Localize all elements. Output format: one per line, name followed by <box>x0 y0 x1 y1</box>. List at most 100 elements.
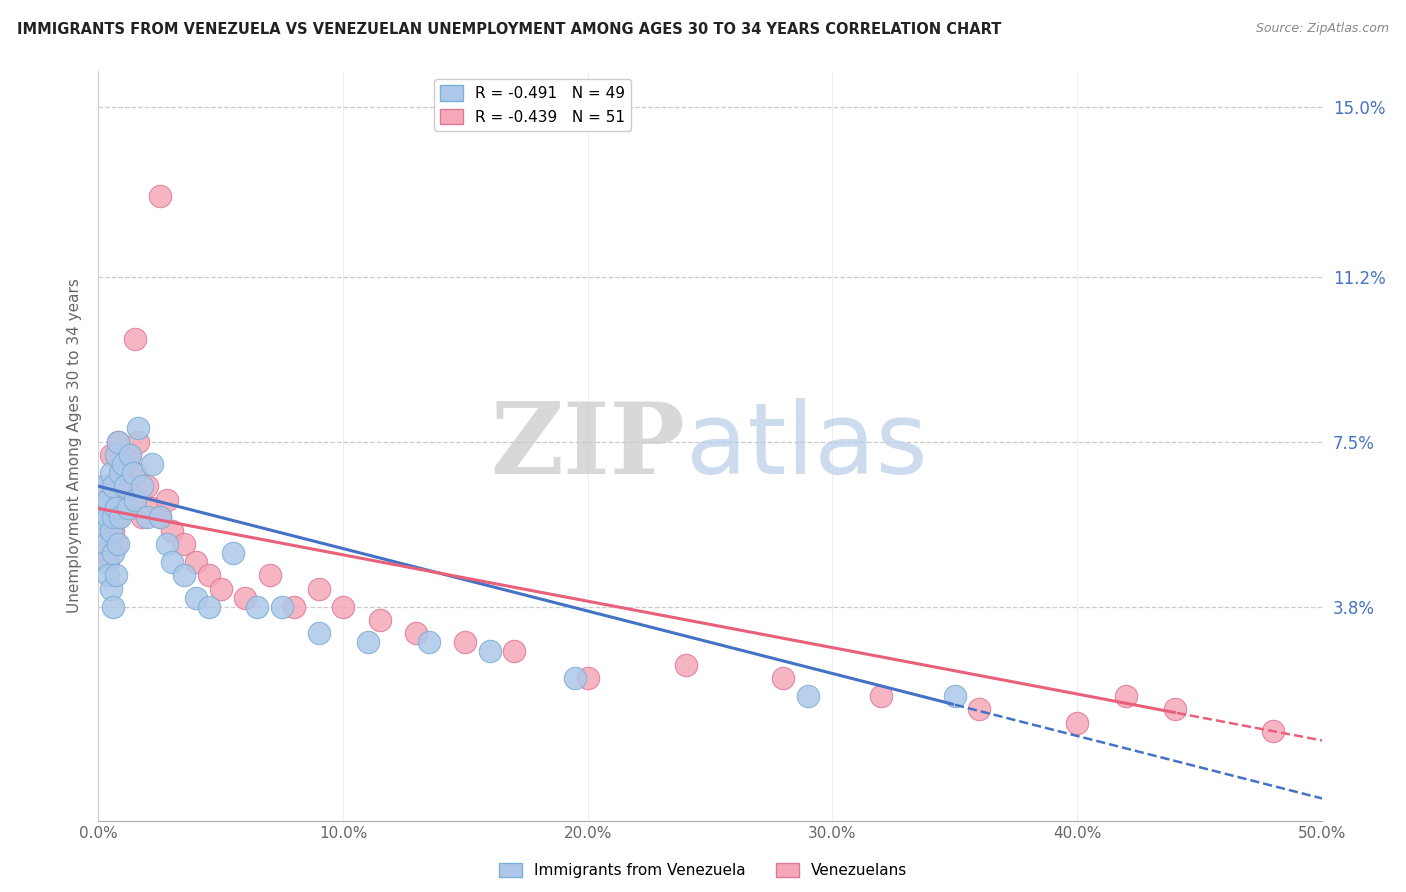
Point <box>967 702 990 716</box>
Point <box>101 546 124 560</box>
Point <box>121 466 143 480</box>
Point <box>141 501 163 516</box>
Point <box>576 671 599 685</box>
Point <box>564 671 586 685</box>
Point <box>160 524 183 538</box>
Point <box>124 332 146 346</box>
Point <box>233 591 256 605</box>
Point <box>100 501 122 516</box>
Point <box>100 448 122 462</box>
Point <box>186 555 208 569</box>
Point <box>111 457 134 471</box>
Point <box>117 501 139 516</box>
Point <box>156 537 179 551</box>
Text: atlas: atlas <box>686 398 927 494</box>
Point <box>107 537 129 551</box>
Point <box>114 457 136 471</box>
Text: ZIP: ZIP <box>491 398 686 494</box>
Point <box>136 510 159 524</box>
Point <box>1164 702 1187 716</box>
Point <box>136 479 159 493</box>
Text: Source: ZipAtlas.com: Source: ZipAtlas.com <box>1256 22 1389 36</box>
Point <box>418 635 440 649</box>
Point <box>127 434 149 449</box>
Point <box>797 689 820 703</box>
Point <box>156 492 179 507</box>
Point <box>100 524 122 538</box>
Legend: R = -0.491   N = 49, R = -0.439   N = 51: R = -0.491 N = 49, R = -0.439 N = 51 <box>434 79 631 131</box>
Point <box>91 524 114 538</box>
Point <box>173 537 195 551</box>
Point <box>100 582 122 596</box>
Point <box>101 524 124 538</box>
Point <box>101 510 124 524</box>
Point <box>173 568 195 582</box>
Point <box>675 657 697 672</box>
Point <box>124 492 146 507</box>
Point <box>104 501 127 516</box>
Point <box>90 510 112 524</box>
Point <box>117 479 139 493</box>
Point <box>308 582 330 596</box>
Point <box>149 510 172 524</box>
Point <box>110 466 132 480</box>
Point <box>1066 715 1088 730</box>
Legend: Immigrants from Venezuela, Venezuelans: Immigrants from Venezuela, Venezuelans <box>492 857 914 884</box>
Point <box>97 510 120 524</box>
Point <box>368 613 391 627</box>
Text: IMMIGRANTS FROM VENEZUELA VS VENEZUELAN UNEMPLOYMENT AMONG AGES 30 TO 34 YEARS C: IMMIGRANTS FROM VENEZUELA VS VENEZUELAN … <box>17 22 1001 37</box>
Point <box>97 492 120 507</box>
Point <box>94 555 117 569</box>
Point <box>91 479 114 493</box>
Point <box>149 189 172 203</box>
Point <box>503 644 526 658</box>
Point <box>111 492 134 507</box>
Point <box>160 555 183 569</box>
Point <box>121 501 143 516</box>
Point <box>943 689 966 703</box>
Point <box>104 501 127 516</box>
Point <box>97 510 120 524</box>
Point <box>405 626 427 640</box>
Point <box>97 568 120 582</box>
Point <box>94 537 117 551</box>
Point <box>246 599 269 614</box>
Point <box>107 510 129 524</box>
Point <box>107 434 129 449</box>
Point <box>186 591 208 605</box>
Point <box>308 626 330 640</box>
Point <box>197 568 219 582</box>
Point <box>91 492 114 507</box>
Point <box>120 448 142 462</box>
Point <box>141 457 163 471</box>
Point <box>772 671 794 685</box>
Point <box>94 479 117 493</box>
Point <box>104 448 127 462</box>
Point <box>104 537 127 551</box>
Point <box>131 510 153 524</box>
Point <box>149 510 172 524</box>
Point <box>110 510 132 524</box>
Point <box>107 434 129 449</box>
Point <box>1115 689 1137 703</box>
Point <box>259 568 281 582</box>
Point <box>101 479 124 493</box>
Point <box>101 479 124 493</box>
Point <box>478 644 501 658</box>
Point <box>104 568 127 582</box>
Point <box>100 466 122 480</box>
Point <box>124 466 146 480</box>
Point <box>94 501 117 516</box>
Point <box>97 555 120 569</box>
Point <box>197 599 219 614</box>
Point <box>270 599 294 614</box>
Point <box>283 599 305 614</box>
Point <box>131 479 153 493</box>
Point <box>222 546 245 560</box>
Point <box>332 599 354 614</box>
Point <box>870 689 893 703</box>
Point <box>101 599 124 614</box>
Point <box>94 546 117 560</box>
Point <box>91 524 114 538</box>
Point <box>90 510 112 524</box>
